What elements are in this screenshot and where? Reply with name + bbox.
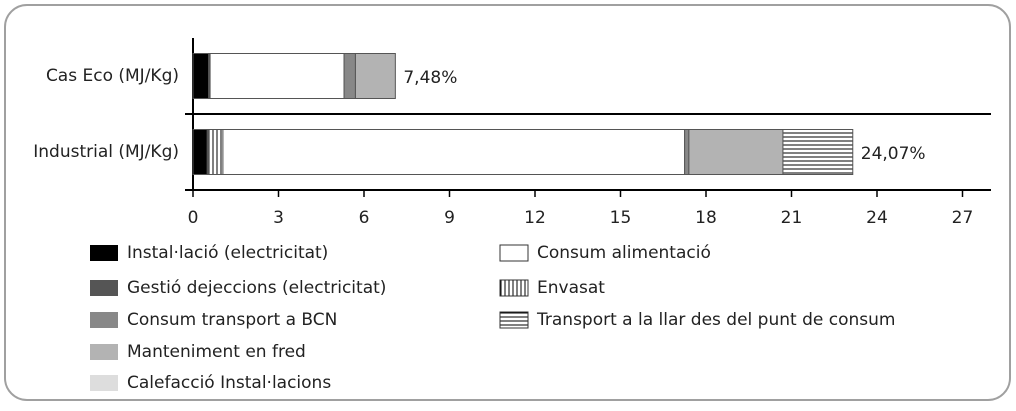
category-label: Industrial (MJ/Kg) — [33, 142, 179, 162]
bar-segment — [209, 53, 345, 99]
total-label: 7,48% — [403, 68, 457, 88]
total-label: 24,07% — [861, 144, 926, 164]
bar-segment — [192, 53, 210, 99]
x-tick-label: 27 — [952, 208, 974, 228]
bar-segment — [688, 129, 784, 175]
bar-segment — [222, 129, 686, 175]
legend-label: Calefacció Instal·lacions — [127, 373, 331, 393]
legend-swatch — [90, 344, 118, 360]
x-tick-label: 9 — [444, 208, 455, 228]
x-tick-label: 12 — [524, 208, 546, 228]
legend-swatch — [90, 312, 118, 328]
x-tick-label: 3 — [273, 208, 284, 228]
bar-segment — [343, 53, 356, 99]
legend-swatch — [499, 244, 529, 262]
legend-swatch — [499, 311, 529, 329]
legend-label: Manteniment en fred — [127, 342, 306, 362]
legend-swatch — [90, 280, 118, 296]
frame — [4, 4, 1011, 401]
bar-segment — [684, 129, 690, 175]
x-tick-label: 21 — [781, 208, 803, 228]
legend-label: Consum transport a BCN — [127, 310, 337, 330]
x-tick-label: 6 — [359, 208, 370, 228]
category-label: Cas Eco (MJ/Kg) — [46, 66, 179, 86]
bar-segment — [354, 53, 396, 99]
legend-label: Envasat — [537, 278, 605, 298]
bar-segment — [782, 129, 854, 175]
legend-swatch — [90, 245, 118, 261]
bar-segment — [192, 129, 208, 175]
legend-label: Consum alimentació — [537, 243, 711, 263]
x-tick-label: 0 — [188, 208, 199, 228]
legend-swatch — [90, 375, 118, 391]
legend-swatch — [499, 279, 529, 297]
x-tick-label: 24 — [866, 208, 888, 228]
x-tick-label: 18 — [695, 208, 717, 228]
legend-label: Instal·lació (electricitat) — [127, 243, 328, 263]
legend-label: Transport a la llar des del punt de cons… — [536, 310, 895, 330]
bar-segment — [208, 129, 224, 175]
x-tick-label: 15 — [610, 208, 632, 228]
legend-label: Gestió dejeccions (electricitat) — [127, 278, 386, 298]
